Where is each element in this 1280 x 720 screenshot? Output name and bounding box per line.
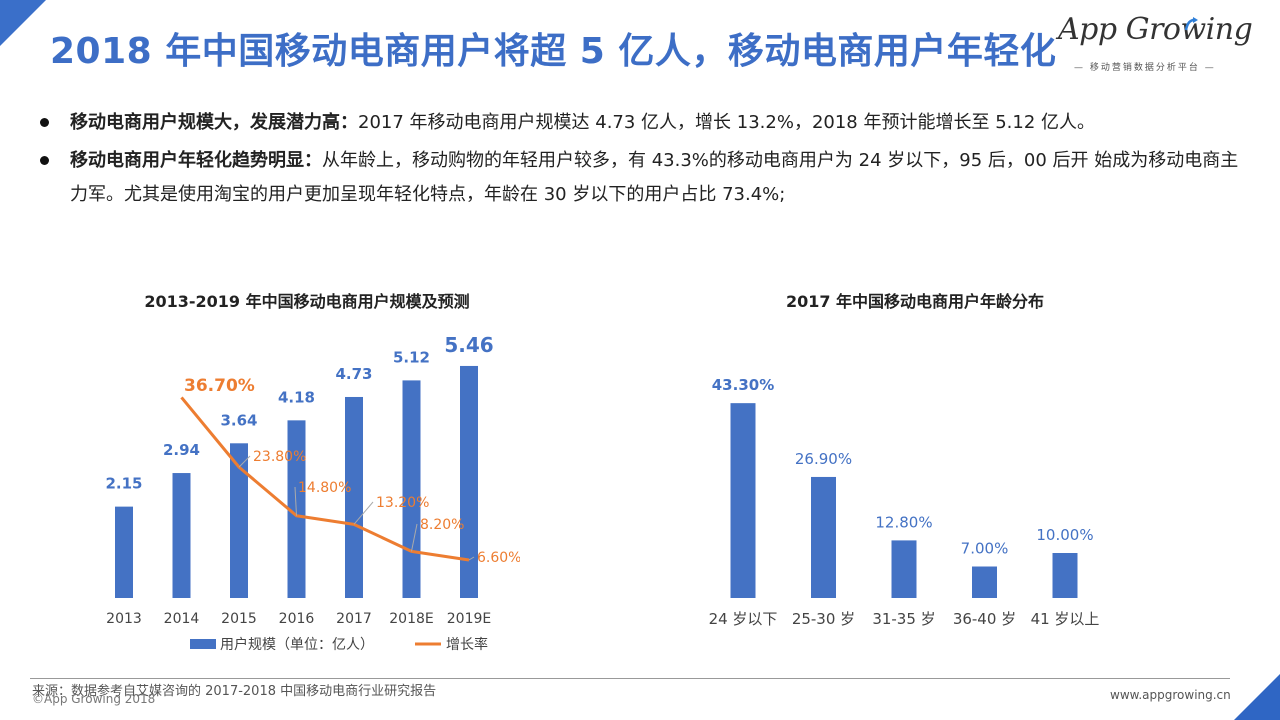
copyright-text: ©App Growing 2018 [32, 692, 156, 706]
bar-age-share [811, 476, 836, 598]
growth-data-label: 23.80% [253, 449, 306, 465]
website-link[interactable]: www.appgrowing.cn [1110, 688, 1231, 702]
x-tick-label: 24 岁以下 [709, 610, 778, 628]
x-tick-label: 2016 [279, 611, 315, 627]
corner-decoration-bottom-right [1234, 674, 1280, 720]
page-title: 2018 年中国移动电商用户将超 5 亿人，移动电商用户年轻化 [50, 31, 1057, 72]
footer-divider [30, 678, 1230, 679]
bullet-item: 移动电商用户年轻化趋势明显：从年龄上，移动购物的年轻用户较多，有 43.3%的移… [30, 144, 1240, 212]
chart-legend: 用户规模（单位：亿人） 增长率 [190, 636, 488, 653]
chart-title: 2013-2019 年中国移动电商用户规模及预测 [144, 292, 469, 311]
leader-line [238, 455, 251, 468]
x-tick-label: 2017 [336, 611, 372, 627]
x-tick-label: 36-40 岁 [953, 610, 1016, 628]
x-tick-label: 2013 [106, 611, 142, 627]
growth-rate-line [180, 396, 470, 562]
bullet-dot-icon [40, 118, 49, 127]
x-tick-label: 2019E [447, 611, 491, 627]
bar-user-scale [345, 396, 363, 598]
bullet-list: 移动电商用户规模大，发展潜力高：2017 年移动电商用户规模达 4.73 亿人，… [30, 106, 1240, 212]
growth-data-label: 14.80% [298, 480, 351, 496]
app-growing-logo: App Growing — 移动营销数据分析平台 — [1058, 12, 1253, 73]
x-tick-label: 2018E [389, 611, 433, 627]
bullet-bold-label: 移动电商用户年轻化趋势明显： [70, 150, 322, 171]
logo-text: App Growing [1058, 12, 1253, 47]
bar-data-label: 3.64 [220, 411, 257, 429]
bullet-text: 移动电商用户年轻化趋势明显：从年龄上，移动购物的年轻用户较多，有 43.3%的移… [30, 144, 1240, 212]
corner-decoration-top-left [0, 0, 46, 46]
x-tick-label: 2015 [221, 611, 257, 627]
bar-user-scale [402, 380, 421, 598]
x-tick-label: 41 岁以上 [1031, 610, 1100, 628]
growth-data-label: 6.60% [477, 550, 520, 566]
legend-label-line: 增长率 [446, 636, 488, 653]
bar-data-label: 2.94 [163, 441, 200, 459]
x-tick-label: 25-30 岁 [792, 610, 855, 628]
bar-age-share [730, 403, 756, 598]
bar-data-label: 12.80% [875, 513, 932, 531]
growth-data-label: 8.20% [420, 517, 464, 533]
source-note: 来源：数据参考自艾媒咨询的 2017-2018 中国移动电商行业研究报告 [32, 684, 437, 699]
bar-user-scale [230, 443, 248, 598]
bullet-item: 移动电商用户规模大，发展潜力高：2017 年移动电商用户规模达 4.73 亿人，… [30, 106, 1240, 140]
x-tick-label: 31-35 岁 [872, 610, 935, 628]
bar-user-scale [115, 506, 133, 598]
bar-data-label: 43.30% [712, 376, 774, 394]
bar-user-scale [172, 473, 191, 598]
leader-line [353, 501, 374, 525]
chart-title: 2017 年中国移动电商用户年龄分布 [786, 292, 1044, 311]
growth-data-label: 36.70% [184, 376, 255, 396]
bar-data-label: 10.00% [1036, 526, 1093, 544]
logo-subtitle: — 移动营销数据分析平台 — [1074, 63, 1216, 73]
leader-line [294, 486, 297, 516]
bar-data-label: 5.46 [444, 333, 493, 357]
bar-age-share [972, 566, 997, 598]
legend-swatch-bar [190, 639, 216, 649]
logo-arrow-icon [1184, 17, 1198, 31]
bar-data-label: 7.00% [961, 540, 1009, 558]
chart-age-distribution: 2017 年中国移动电商用户年龄分布 43.30% 26.90% 12.80% 7.0… [709, 292, 1100, 628]
bar-data-label: 4.18 [278, 388, 315, 406]
bar-data-label: 5.12 [393, 348, 430, 366]
bullet-body: 从年龄上，移动购物的年轻用户较多，有 43.3%的移动电商用户为 24 岁以下，… [70, 150, 1239, 205]
bar-data-label: 26.90% [795, 450, 852, 468]
bar-data-label: 2.15 [105, 475, 142, 493]
x-tick-label: 2014 [164, 611, 200, 627]
legend-label-bar: 用户规模（单位：亿人） [220, 636, 374, 653]
growth-data-label: 13.20% [376, 495, 429, 511]
bar-age-share [1052, 553, 1078, 598]
bar-age-share [891, 540, 917, 598]
bullet-body: 2017 年移动电商用户规模达 4.73 亿人，增长 13.2%，2018 年预… [358, 112, 1096, 133]
bar-user-scale [460, 365, 478, 598]
bullet-dot-icon [40, 156, 49, 165]
leader-line [411, 523, 418, 552]
bullet-text: 移动电商用户规模大，发展潜力高：2017 年移动电商用户规模达 4.73 亿人，… [30, 106, 1240, 140]
bar-data-label: 4.73 [335, 365, 372, 383]
chart-user-scale: 2013-2019 年中国移动电商用户规模及预测 2.15 2.94 3.64 4.1… [105, 292, 520, 653]
bullet-bold-label: 移动电商用户规模大，发展潜力高： [70, 112, 358, 133]
leader-line [468, 556, 475, 561]
